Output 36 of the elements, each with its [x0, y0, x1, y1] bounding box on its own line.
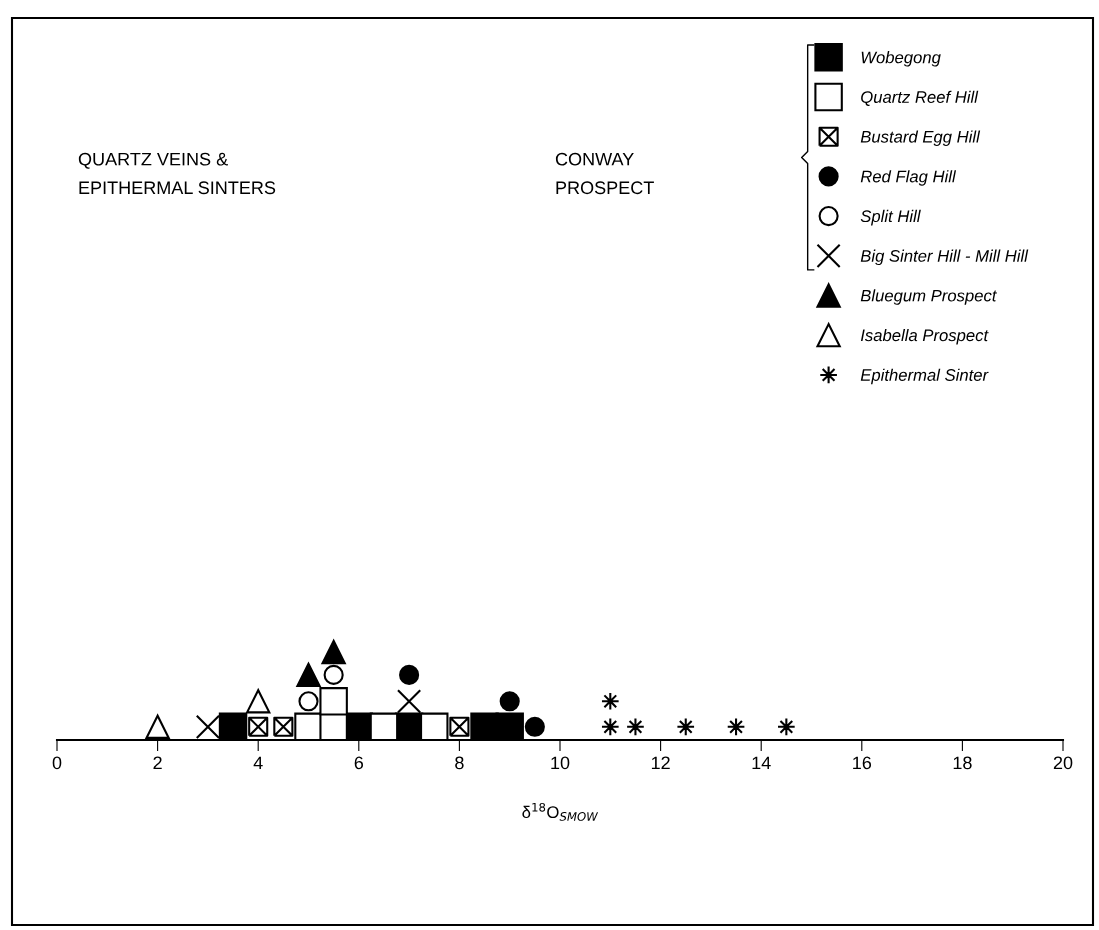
x-tick-label: 16	[853, 756, 872, 770]
point	[145, 714, 170, 739]
point	[195, 714, 221, 739]
point	[495, 712, 524, 742]
point	[296, 662, 321, 688]
point	[218, 712, 248, 742]
x-tick-label: 20	[1053, 756, 1073, 770]
x-tick-label: 2	[153, 756, 162, 770]
point	[369, 712, 399, 742]
legend-label: Bluegum Prospect	[860, 289, 998, 305]
legend-label: Isabella Prospect	[860, 328, 989, 345]
point	[321, 639, 346, 665]
x-tick-label: 0	[52, 756, 62, 770]
point	[396, 689, 422, 714]
legend-label: Split Hill	[860, 209, 921, 226]
x-tick-label: 8	[455, 756, 464, 770]
legend-label: Wobegong	[861, 51, 941, 67]
text: QUARTZ VEINS & EPITHERMAL SINTERS	[78, 152, 276, 195]
point	[420, 712, 449, 742]
point	[319, 687, 348, 716]
x-tick-label: 4	[253, 756, 263, 770]
x-tick-label: 14	[752, 756, 771, 770]
x-tick-label: 10	[551, 756, 570, 770]
point	[246, 689, 271, 714]
legend-label: Bustard Egg Hill	[860, 130, 981, 146]
point	[524, 716, 545, 737]
text: CONWAY PROSPECT	[555, 152, 654, 195]
point	[499, 691, 520, 712]
x-axis-title: δ$^{18}$O$_{SMOW}$	[522, 802, 599, 821]
x-tick-label: 12	[651, 756, 670, 770]
x-tick-label: 6	[354, 756, 364, 770]
x-tick-label: 18	[953, 756, 972, 770]
legend-label: Red Flag Hill	[860, 170, 957, 186]
legend-label: Quartz Reef Hill	[861, 90, 979, 106]
point	[399, 664, 420, 685]
legend-label: Big Sinter Hill - Mill Hill	[860, 249, 1029, 266]
